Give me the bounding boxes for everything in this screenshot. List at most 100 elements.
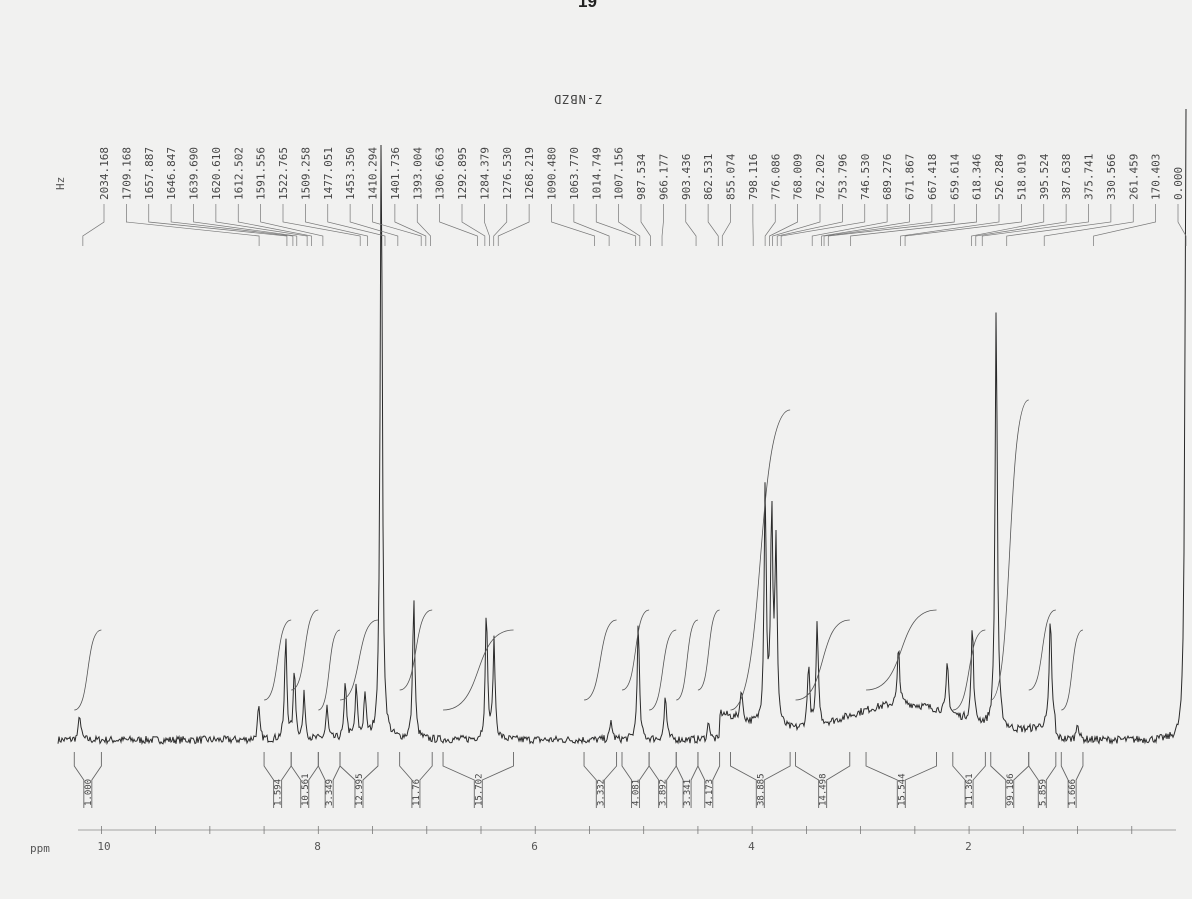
peak-connector xyxy=(439,204,478,246)
page-number: 19 xyxy=(578,0,597,11)
peak-label: 1410.294 xyxy=(367,147,380,200)
integral-curve xyxy=(990,399,1029,701)
peak-connector xyxy=(484,204,490,246)
peak-label: 689.276 xyxy=(881,154,894,200)
integral-curve xyxy=(399,609,433,691)
peak-connector xyxy=(721,204,731,246)
integral-value: 11.361 xyxy=(965,773,975,806)
integral-value: 3.892 xyxy=(659,779,669,806)
peak-connector xyxy=(349,204,399,246)
peak-connector xyxy=(260,204,324,246)
integral-value: 1.000 xyxy=(84,779,94,806)
peak-connector xyxy=(126,204,260,246)
integral-value: 15.702 xyxy=(474,773,484,806)
peak-connector xyxy=(769,204,798,246)
peak-connector xyxy=(971,204,1045,246)
peak-label: 1657.887 xyxy=(143,147,156,200)
peak-connector xyxy=(170,204,294,246)
integral-value: 5.859 xyxy=(1038,779,1048,806)
integral-value: 14.498 xyxy=(819,773,829,806)
peak-connector xyxy=(193,204,298,246)
integral-curve xyxy=(74,629,102,711)
peak-label: 1620.610 xyxy=(210,147,223,200)
integral-value: 11.76 xyxy=(412,779,422,806)
peak-label: 966.177 xyxy=(657,154,670,200)
integral-curve xyxy=(795,619,850,701)
integral-value: 3.341 xyxy=(683,779,693,806)
peak-label: 667.418 xyxy=(926,154,939,200)
peak-connector xyxy=(780,204,866,246)
integral-bracket xyxy=(339,752,379,808)
integral-value: 3.349 xyxy=(325,779,335,806)
peak-connector xyxy=(493,204,508,246)
integral-bracket xyxy=(399,752,433,808)
integral-bracket xyxy=(1028,752,1057,808)
peak-label: 798.116 xyxy=(747,154,760,200)
peak-label: 1268.219 xyxy=(523,147,536,200)
integral-bracket xyxy=(73,752,102,808)
peak-connector xyxy=(1093,204,1156,246)
peak-connector xyxy=(981,204,1089,246)
peak-connector xyxy=(975,204,1067,246)
integral-value: 15.544 xyxy=(897,773,907,806)
peak-label: 659.614 xyxy=(948,153,961,200)
peak-connector xyxy=(811,204,888,246)
peak-label: 1284.379 xyxy=(478,147,491,200)
peak-connector xyxy=(618,204,641,246)
peak-label: 776.086 xyxy=(769,154,782,200)
peak-label: 753.796 xyxy=(836,154,849,200)
peak-label: 1639.690 xyxy=(188,147,201,200)
x-tick-label: 6 xyxy=(531,840,538,853)
peak-label: 1063.770 xyxy=(568,147,581,200)
peak-label: 1522.765 xyxy=(277,147,290,200)
peak-connector xyxy=(305,204,368,246)
integral-value: 10.561 xyxy=(301,773,311,806)
peak-connector xyxy=(904,204,1022,246)
peak-connector xyxy=(148,204,288,246)
peak-label: 862.531 xyxy=(702,154,715,200)
peak-label: 1612.502 xyxy=(232,147,245,200)
peak-label: 1007.156 xyxy=(613,147,626,200)
peak-label: 375.741 xyxy=(1083,154,1096,200)
peak-connector xyxy=(282,204,361,246)
peak-connector xyxy=(1006,204,1112,246)
peak-label: 671.867 xyxy=(904,154,917,200)
peak-connector xyxy=(1177,204,1187,246)
peak-label: 1709.168 xyxy=(120,147,133,200)
peak-label: 1014.749 xyxy=(590,147,603,200)
peak-connector xyxy=(573,204,610,246)
integral-value: 1.594 xyxy=(274,779,284,806)
peak-label: 1477.051 xyxy=(322,147,335,200)
peak-label: 768.009 xyxy=(792,154,805,200)
peak-label: 0.000 xyxy=(1172,167,1185,200)
peak-label: 1090.480 xyxy=(546,147,559,200)
integral-curve xyxy=(676,619,699,701)
peak-connector xyxy=(776,204,843,246)
peak-label: 261.459 xyxy=(1127,154,1140,200)
peak-label: 855.074 xyxy=(725,153,738,200)
peak-label: 762.202 xyxy=(814,154,827,200)
integral-curve xyxy=(1028,609,1056,691)
integral-curve xyxy=(291,609,319,691)
integral-bracket xyxy=(442,752,514,808)
integral-bracket xyxy=(1060,752,1084,808)
peak-connector xyxy=(551,204,595,246)
peak-label: 170.403 xyxy=(1150,154,1163,200)
integral-value: 38.885 xyxy=(756,773,766,806)
x-tick-label: 8 xyxy=(314,840,321,853)
peak-label: 1646.847 xyxy=(165,147,178,200)
integral-curve xyxy=(339,619,379,701)
peak-connector xyxy=(237,204,312,246)
peak-connector xyxy=(416,204,431,246)
integral-curve xyxy=(648,629,677,711)
peak-label: 518.019 xyxy=(1015,154,1028,200)
peak-connector xyxy=(772,204,821,246)
peak-connector xyxy=(497,204,530,246)
peak-connector xyxy=(82,204,105,246)
integral-curve xyxy=(263,619,292,701)
peak-connector xyxy=(821,204,910,246)
peak-connector xyxy=(685,204,697,246)
peak-connector xyxy=(461,204,486,246)
